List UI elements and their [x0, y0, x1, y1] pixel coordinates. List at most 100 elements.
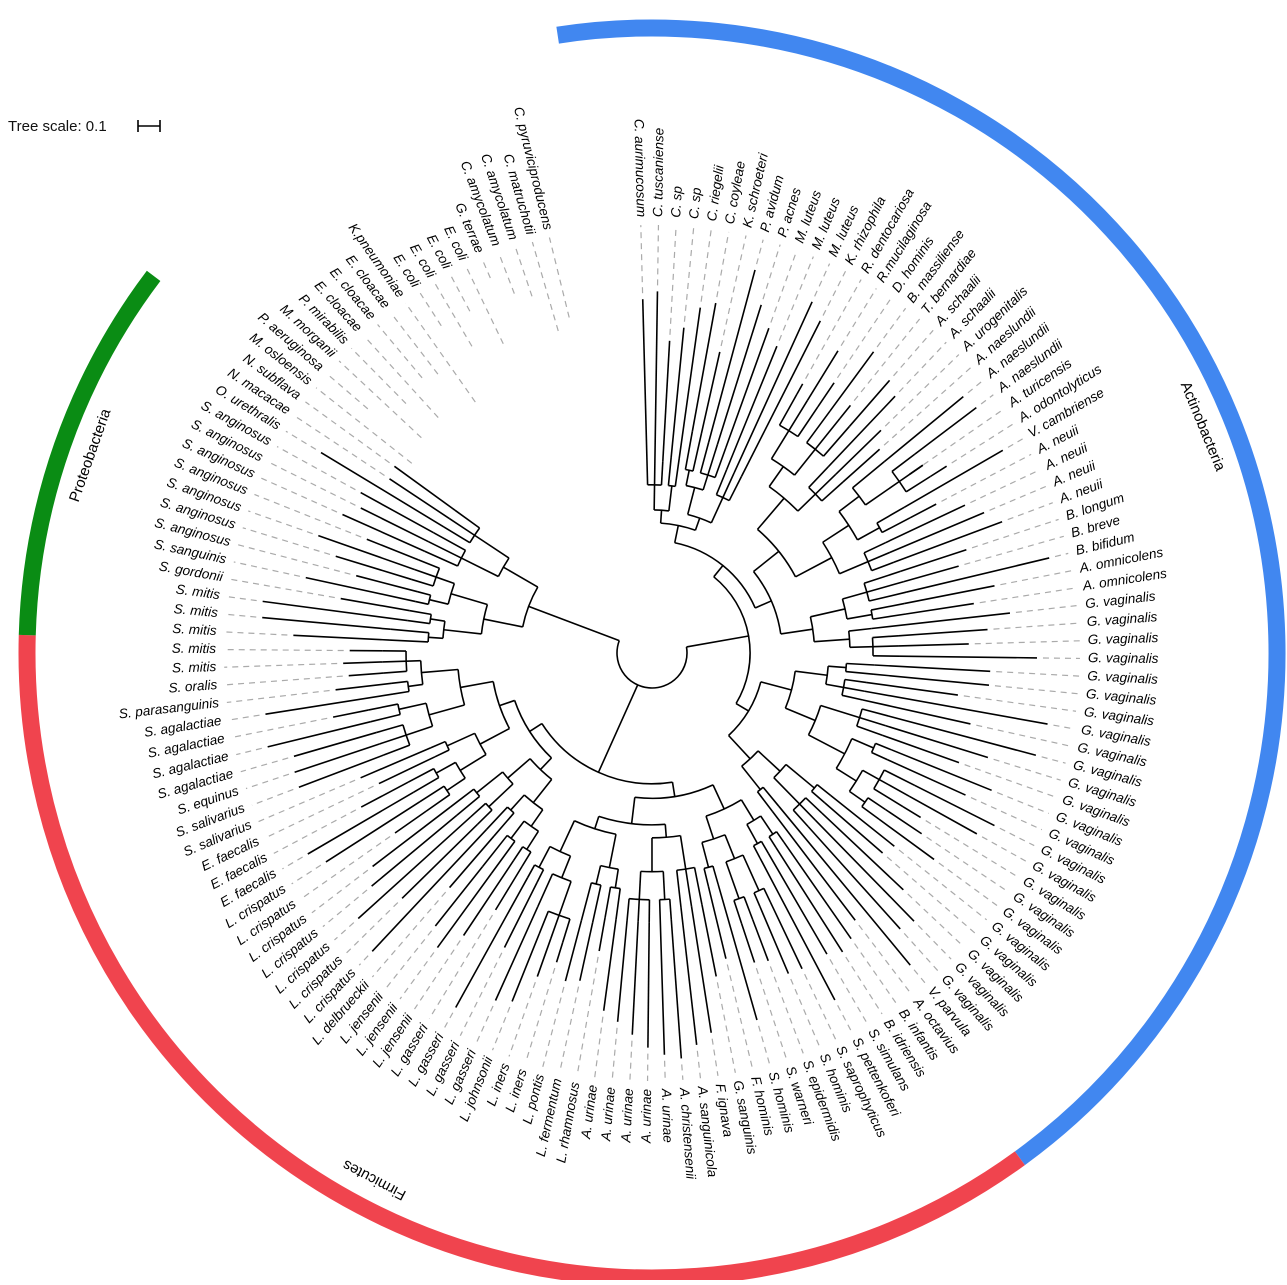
leaf-guide-line — [224, 663, 337, 667]
leaf-guide-line — [877, 308, 905, 347]
leaf-guide-line — [225, 632, 288, 635]
branch-segment — [810, 609, 845, 617]
leaf-guide-line — [246, 774, 289, 788]
branch-segment — [528, 865, 535, 878]
leaf-branch — [898, 630, 987, 636]
branch-segment — [744, 897, 753, 920]
branch-segment — [769, 837, 776, 848]
leaf-branch — [807, 351, 837, 401]
branch-segment — [743, 855, 759, 891]
branch-segment — [380, 735, 406, 744]
branch-segment — [812, 791, 825, 802]
branch-segment — [477, 772, 503, 793]
leaf-branch — [818, 383, 834, 407]
leaf-guide-line — [238, 545, 350, 574]
branch-segment — [864, 543, 885, 553]
branch-segment — [675, 526, 679, 543]
leaf-guide-line — [830, 959, 867, 1023]
branch-segment — [475, 535, 509, 558]
branch-segment — [537, 870, 544, 883]
branch-segment — [563, 919, 570, 942]
leaf-guide-line — [435, 284, 472, 346]
leaf-guide-line — [305, 402, 389, 463]
leaf-guide-line — [1000, 828, 1034, 845]
branch-segment — [884, 770, 915, 785]
leaf-guide-line — [823, 271, 845, 315]
leaf-guide-line — [483, 260, 491, 278]
leaf-branch — [692, 303, 715, 431]
leaf-guide-line — [595, 1017, 603, 1077]
branch-segment — [814, 639, 849, 641]
branch-segment — [499, 700, 514, 705]
leaf-guide-line — [641, 225, 643, 293]
branch-segment — [876, 743, 892, 750]
branch-segment — [686, 869, 692, 906]
branch-segment — [747, 824, 758, 843]
leaf-guide-line — [717, 982, 735, 1072]
leaf-label: S. mitis — [175, 581, 221, 602]
branch-segment — [627, 899, 629, 921]
branch-segment — [872, 562, 894, 570]
branch-segment — [847, 615, 872, 619]
branch-segment — [815, 418, 840, 449]
branch-segment — [408, 769, 434, 783]
branch-segment — [703, 475, 708, 490]
branch-segment — [480, 729, 509, 745]
leaf-guide-line — [378, 325, 423, 378]
leaf-branch — [903, 807, 921, 818]
leaf-guide-line — [997, 793, 1049, 814]
leaf-branch — [742, 923, 755, 962]
leaf-guide-line — [372, 892, 445, 977]
leaf-guide-line — [996, 672, 1079, 676]
branch-segment — [872, 753, 888, 760]
branch-segment — [842, 592, 866, 599]
leaf-guide-line — [339, 361, 421, 438]
leaf-branch — [496, 866, 523, 910]
leaf-branch — [367, 539, 419, 560]
leaf-branch — [727, 346, 777, 470]
branch-segment — [842, 695, 863, 700]
leaf-guide-line — [493, 1007, 510, 1050]
leaf-label: S. mitis — [172, 659, 217, 675]
branch-segment — [726, 862, 739, 899]
branch-segment — [431, 742, 445, 748]
leaf-guide-line — [243, 528, 330, 555]
leaf-guide-line — [837, 298, 891, 378]
branch-segment — [390, 640, 429, 642]
leaf-guide-line — [815, 264, 830, 297]
leaf-guide-line — [701, 229, 711, 302]
branch-segment — [807, 411, 830, 443]
leaf-branch — [849, 380, 889, 426]
branch-segment — [849, 791, 865, 802]
leaf-guide-line — [232, 718, 327, 737]
branch-segment — [711, 498, 723, 523]
branch-segment — [430, 619, 444, 621]
leaf-guide-line — [939, 863, 997, 906]
branch-segment — [609, 834, 616, 867]
leaf-branch — [843, 449, 880, 482]
leaf-guide-line — [415, 940, 461, 1009]
leaf-guide-line — [386, 931, 432, 989]
leaf-label: C. aurimucosum — [631, 119, 649, 218]
leaf-guide-line — [391, 314, 438, 375]
branch-segment — [492, 841, 515, 873]
branch-segment — [882, 518, 910, 533]
leaf-branch — [671, 919, 681, 1058]
branch-segment — [615, 869, 618, 888]
branch-segment — [793, 810, 808, 827]
leaf-branch — [822, 813, 903, 890]
branch-segment — [695, 867, 702, 904]
branch-segment — [412, 579, 434, 586]
leaf-guide-line — [846, 957, 882, 1014]
leaf-branch — [361, 748, 431, 778]
branch-segment — [852, 739, 874, 748]
branch-segment — [593, 885, 601, 923]
leaf-branch — [618, 921, 627, 1022]
leaf-label: G. vaginalis — [1088, 630, 1159, 647]
leaf-branch — [760, 907, 788, 974]
branch-segment — [639, 871, 640, 899]
leaf-guide-line — [225, 676, 343, 685]
branch-segment — [511, 795, 525, 810]
branch-segment — [461, 558, 498, 576]
leaf-branch — [873, 674, 988, 685]
